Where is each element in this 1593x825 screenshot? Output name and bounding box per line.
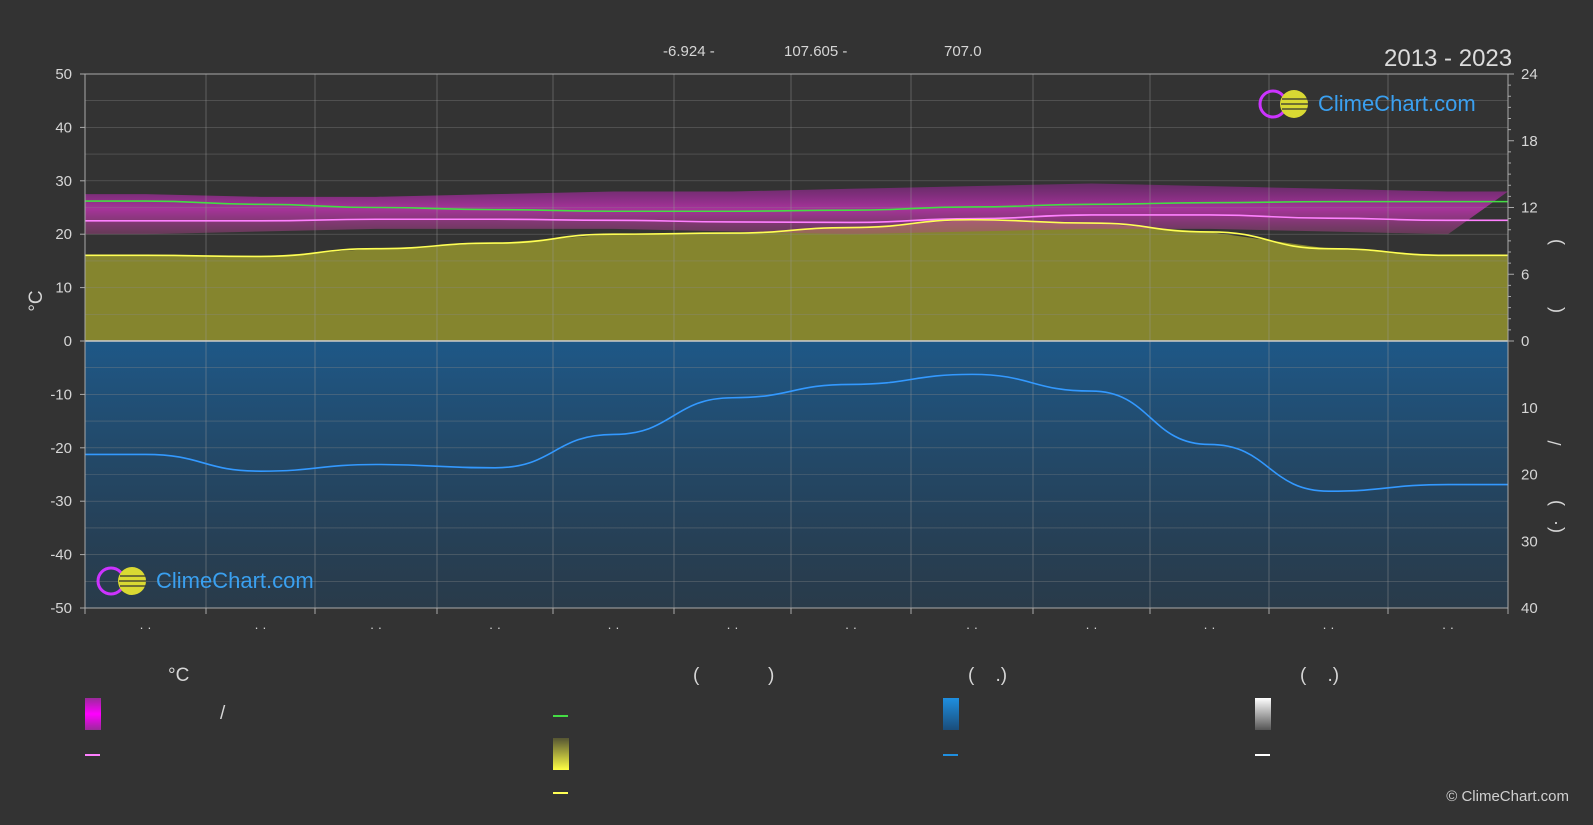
period-title: 2013 - 2023: [1384, 45, 1513, 72]
left-tick-label: -40: [50, 547, 72, 564]
temperature-band: [85, 183, 1508, 235]
right-axis-glyph: (: [1545, 527, 1565, 533]
legend-line-blue: [943, 754, 958, 756]
legend-line-yellow: [553, 792, 568, 794]
x-tick-label: · ·: [139, 620, 151, 635]
legend-line-pink: [85, 754, 100, 756]
right-top-tick-label: 6: [1521, 266, 1529, 283]
right-bottom-tick-label: 40: [1521, 600, 1538, 617]
x-tick-label: · ·: [966, 620, 978, 635]
x-tick-label: · ·: [726, 620, 738, 635]
legend-col1-head: °C: [168, 665, 190, 686]
series-line-3: [85, 373, 1508, 492]
left-tick-label: -30: [50, 493, 72, 510]
left-tick-label: 50: [55, 66, 72, 83]
series-line-2: [85, 218, 1508, 258]
left-axis-label: °C: [26, 290, 47, 311]
sunshine-band: [85, 219, 1508, 341]
copyright-text: © ClimeChart.com: [1446, 788, 1569, 805]
left-tick-label: 40: [55, 119, 72, 136]
series-line-0: [85, 200, 1508, 213]
longitude-text: 107.605 -: [784, 43, 848, 60]
series-lines: [85, 200, 1508, 492]
elevation-text: 707.0: [944, 43, 982, 60]
brand-logo-top: ClimeChart.com: [1258, 89, 1476, 119]
legend-swatch-magenta: [85, 698, 101, 730]
right-axis-glyph: ): [1545, 239, 1565, 245]
legend-swatch-blue: [943, 698, 959, 730]
x-tick-label: · ·: [1322, 620, 1334, 635]
legend-col4-head: ( .): [1300, 665, 1340, 686]
legend-swatch-white: [1255, 698, 1271, 730]
axes: 50 40 30 20 10 0 -10 -20 -30 -40 -50 °C 24 18 12 6 0 10 20…: [26, 66, 1565, 635]
x-tick-label: · ·: [1085, 620, 1097, 635]
left-tick-label: 30: [55, 173, 72, 190]
right-top-tick-label: 18: [1521, 133, 1538, 150]
right-top-tick-label: 24: [1521, 66, 1538, 83]
logo-text: ClimeChart.com: [156, 568, 314, 593]
brand-logo-bottom: ClimeChart.com: [96, 566, 314, 596]
x-tick-label: · ·: [845, 620, 857, 635]
x-tick-label: · ·: [1442, 620, 1454, 635]
left-tick-label: 20: [55, 226, 72, 243]
left-tick-label: -50: [50, 600, 72, 617]
latitude-text: -6.924 -: [663, 43, 715, 60]
right-bottom-tick-label: 20: [1521, 467, 1538, 484]
right-axis-glyph: (: [1545, 307, 1565, 313]
left-tick-label: -20: [50, 440, 72, 457]
left-tick-label: 10: [55, 280, 72, 297]
logo-icon: [96, 566, 146, 596]
legend-line-green: [553, 715, 568, 717]
legend-col1-row1-text: /: [220, 703, 226, 724]
grid-lines: [84, 73, 1509, 609]
legend-line-white: [1255, 754, 1270, 756]
legend-col3-head: ( .): [968, 665, 1008, 686]
right-top-tick-label: 0: [1521, 333, 1529, 350]
series-line-1: [85, 214, 1508, 224]
left-tick-label: 0: [64, 333, 72, 350]
data-bands: [85, 183, 1508, 608]
x-tick-label: · ·: [370, 620, 382, 635]
right-axis-glyph: ): [1545, 500, 1565, 506]
right-bottom-tick-label: 10: [1521, 400, 1538, 417]
legend-swatch-yellow: [553, 738, 569, 770]
x-tick-label: · ·: [1203, 620, 1215, 635]
logo-text: ClimeChart.com: [1318, 91, 1476, 116]
x-tick-label: · ·: [489, 620, 501, 635]
logo-icon: [1258, 89, 1308, 119]
left-tick-label: -10: [50, 386, 72, 403]
legend-col2-head: ( ): [693, 665, 775, 686]
right-bottom-tick-label: 30: [1521, 533, 1538, 550]
right-axis-glyph: /: [1545, 440, 1565, 445]
right-top-tick-label: 12: [1521, 200, 1538, 217]
x-tick-label: · ·: [607, 620, 619, 635]
right-axis-glyph: ·: [1545, 520, 1565, 526]
climate-chart: 50 40 30 20 10 0 -10 -20 -30 -40 -50 °C 24 18 12 6 0 10 20…: [26, 66, 1565, 635]
x-tick-label: · ·: [254, 620, 266, 635]
